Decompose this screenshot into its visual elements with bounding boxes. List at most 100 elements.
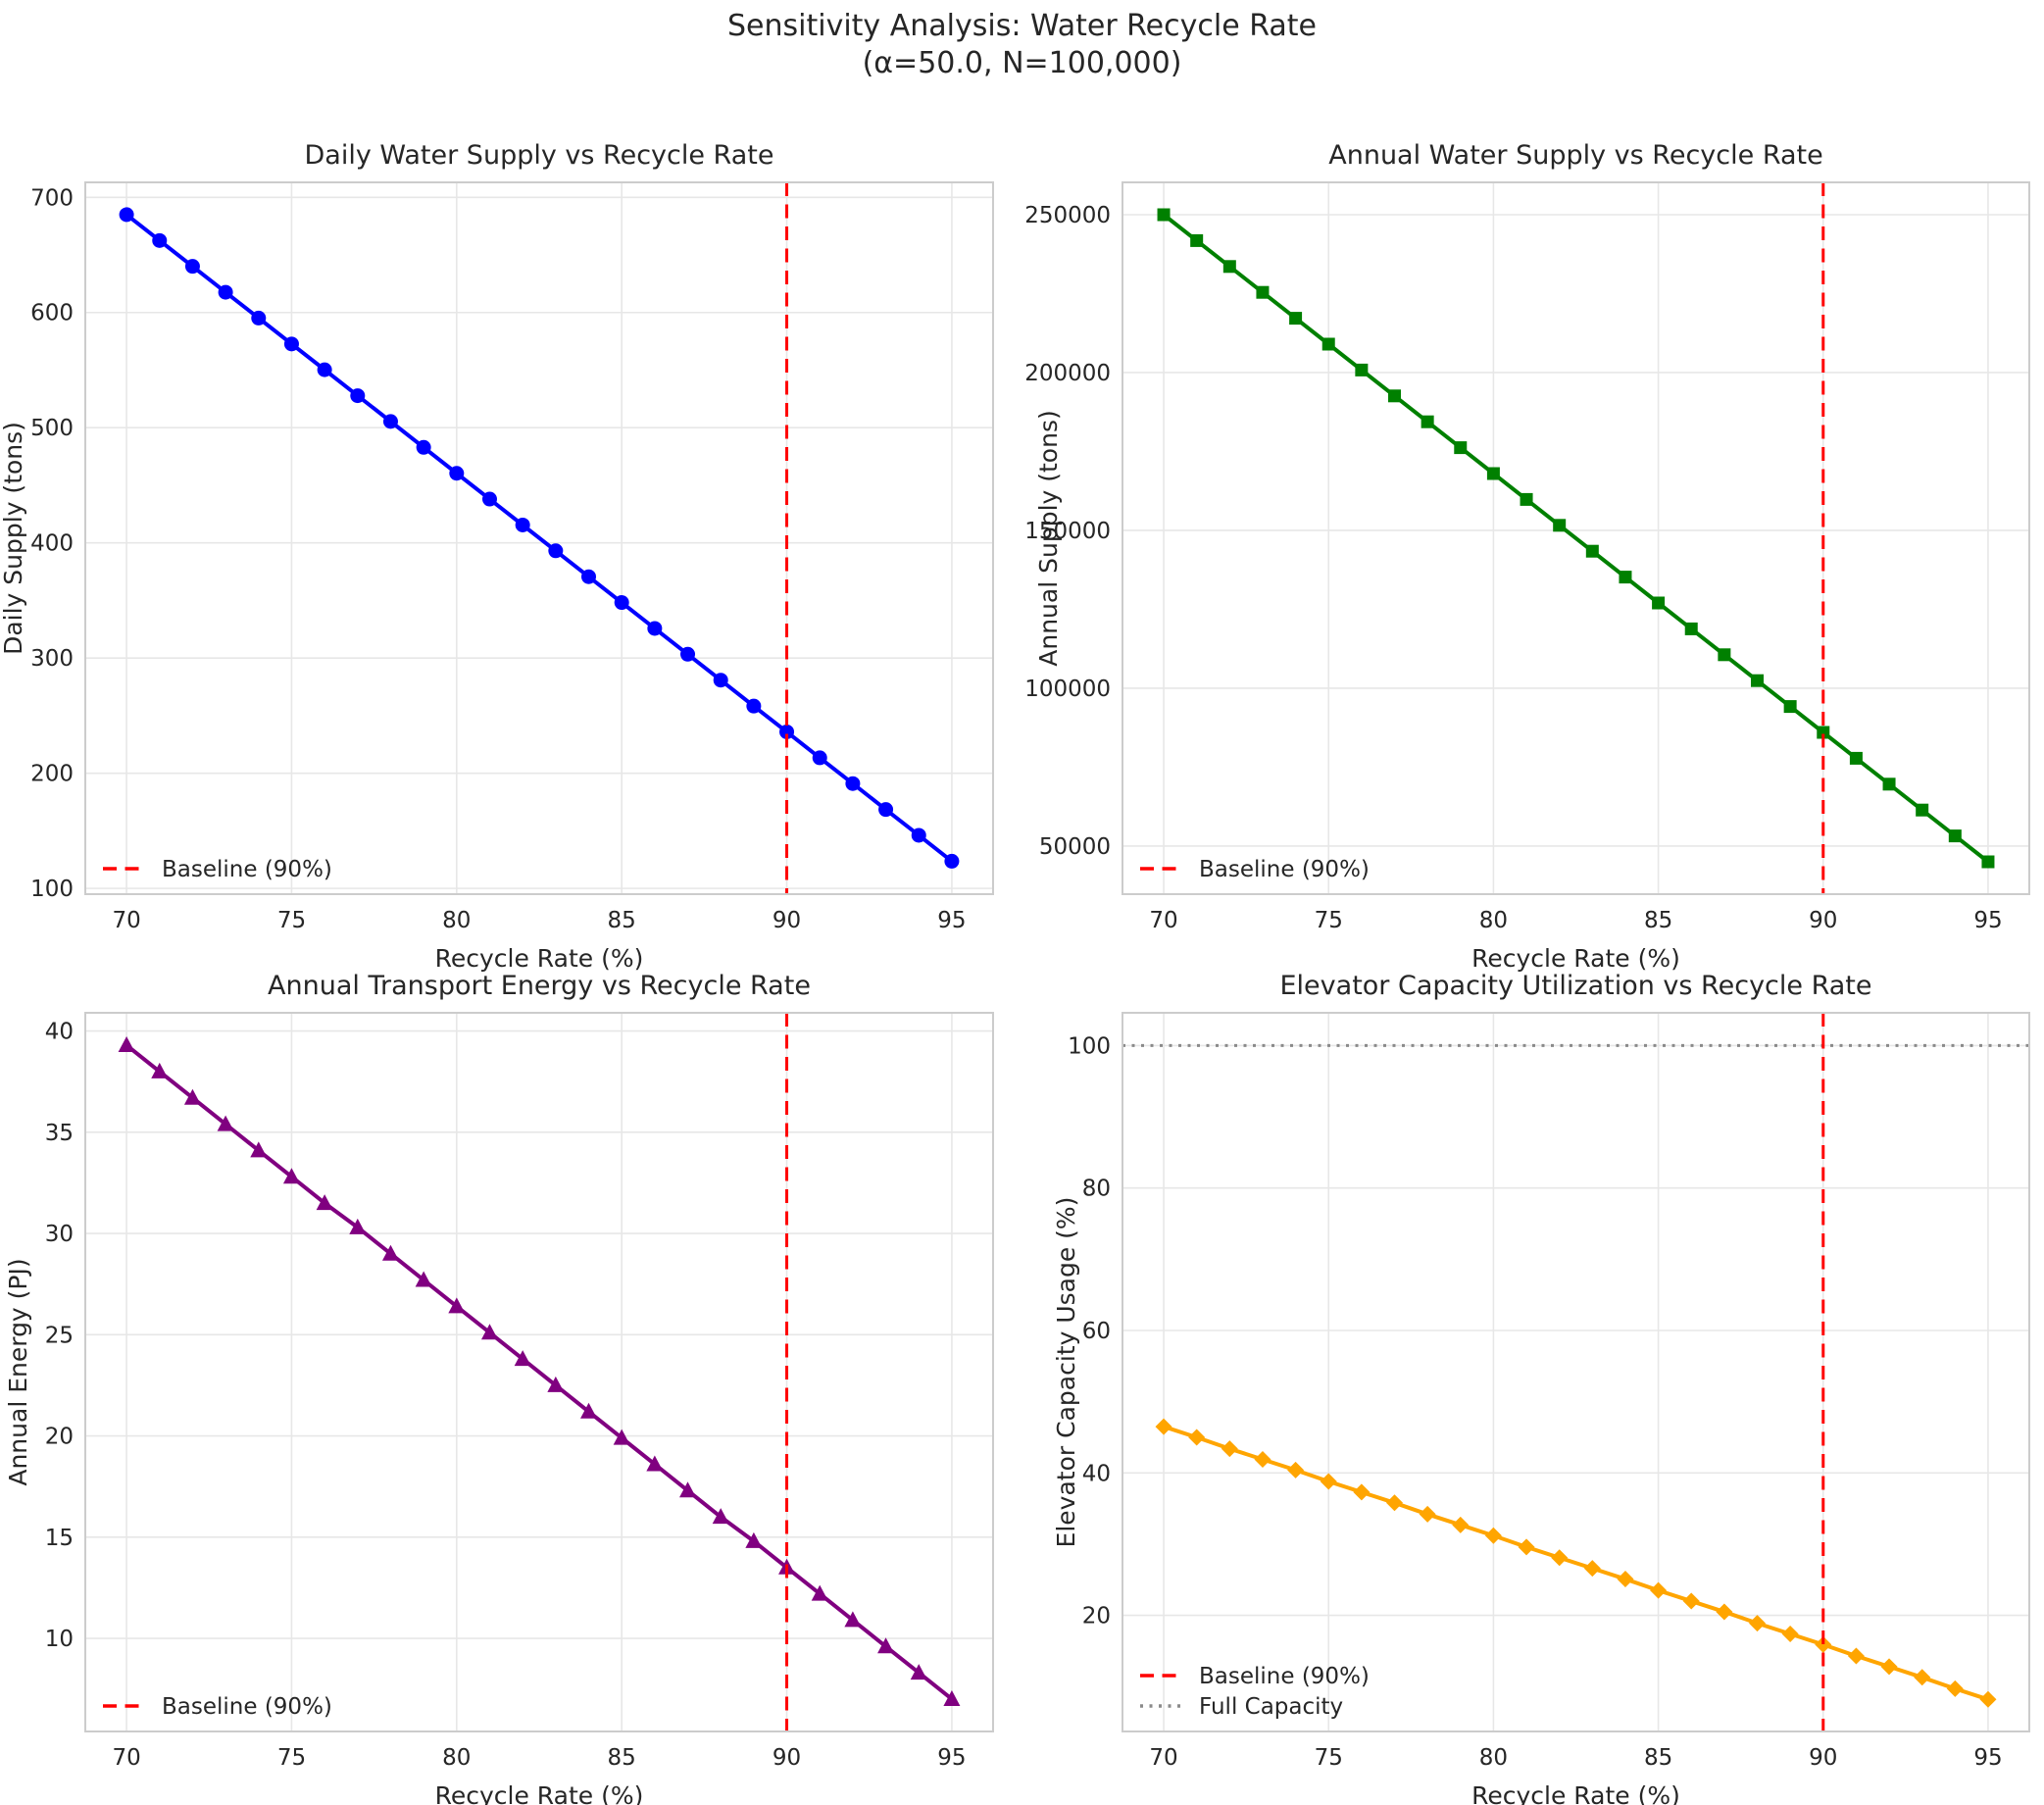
data-point (1650, 1581, 1668, 1599)
grid (85, 182, 993, 894)
x-tick-label: 80 (1479, 1745, 1508, 1771)
data-point (679, 1481, 697, 1498)
data-point (250, 1141, 268, 1158)
data-point (1946, 1680, 1964, 1697)
plot-area (1122, 1013, 2029, 1731)
tick-labels: 70 75 80 85 90 95 100 200 300 400 500 600 700 (30, 185, 966, 933)
data-point (1486, 467, 1500, 480)
y-tick-label: 25 (45, 1323, 74, 1348)
data-point (217, 1115, 234, 1131)
y-tick-label: 30 (45, 1222, 74, 1247)
tick-labels: 70 75 80 85 90 95 50000 100000 150000 200000 25000… (1024, 203, 2002, 933)
x-axis-label: Recycle Rate (%) (1471, 1781, 1680, 1805)
x-tick-label: 75 (277, 1745, 306, 1771)
data-point (1979, 1690, 1997, 1708)
x-tick-label: 70 (112, 1745, 140, 1771)
data-point (481, 491, 497, 507)
data-point (1287, 1461, 1305, 1479)
data-point (1484, 1527, 1502, 1544)
data-point (218, 284, 233, 300)
data-point (1882, 777, 1896, 791)
data-point (118, 1036, 135, 1053)
data-point (1222, 260, 1236, 274)
data-point (1553, 519, 1567, 532)
data-point (152, 232, 168, 248)
series-elevator-capacity-utilization (1155, 1418, 1997, 1708)
data-point (1188, 1429, 1206, 1446)
x-tick-label: 95 (937, 1745, 966, 1771)
data-point (1847, 1647, 1865, 1665)
y-tick-label: 700 (30, 185, 74, 211)
data-point (1320, 1473, 1337, 1490)
y-tick-label: 15 (45, 1526, 74, 1551)
y-tick-label: 100 (1068, 1033, 1111, 1059)
data-point (1155, 1418, 1172, 1435)
data-point (381, 1244, 399, 1261)
y-tick-label: 50000 (1039, 834, 1111, 860)
data-point (282, 1168, 300, 1184)
x-tick-label: 70 (112, 908, 140, 933)
y-tick-label: 60 (1082, 1319, 1111, 1344)
data-point (845, 776, 861, 791)
data-point (1518, 1538, 1535, 1556)
data-point (184, 259, 200, 275)
data-point (183, 1088, 201, 1105)
series-annual-water-supply (1157, 208, 1995, 869)
x-tick-label: 70 (1149, 908, 1177, 933)
y-tick-label: 200000 (1024, 361, 1111, 386)
data-point (382, 414, 398, 429)
legend: Baseline (90%) (103, 857, 332, 882)
x-tick-label: 85 (1644, 1745, 1672, 1771)
data-point (283, 336, 299, 352)
axes-spines (1122, 181, 2030, 895)
x-tick-label: 85 (1644, 908, 1672, 933)
data-point (1684, 622, 1698, 635)
data-point (449, 466, 465, 481)
data-point (1321, 337, 1335, 351)
series-annual-transport-energy (118, 1036, 961, 1706)
x-tick-label: 85 (608, 908, 636, 933)
figure-title-line1: Sensitivity Analysis: Water Recycle Rate (727, 9, 1317, 43)
series-daily-water-supply (119, 207, 960, 869)
legend-label: Baseline (90%) (162, 1694, 332, 1720)
data-point (1880, 1658, 1898, 1676)
data-point (943, 1689, 961, 1706)
data-point (1551, 1549, 1569, 1567)
x-tick-label: 90 (1809, 908, 1837, 933)
x-axis-label: Recycle Rate (%) (1471, 944, 1680, 973)
x-axis-label: Recycle Rate (%) (435, 1781, 644, 1805)
data-point (1386, 1494, 1403, 1512)
x-tick-label: 80 (442, 908, 471, 933)
x-tick-label: 95 (1973, 908, 2002, 933)
data-point (316, 1194, 333, 1211)
data-point (1254, 1450, 1271, 1468)
data-point (1388, 389, 1401, 403)
data-point (811, 1584, 828, 1601)
data-point (877, 1637, 895, 1654)
data-point (1783, 700, 1797, 714)
subplot-annual-water-supply: 70 75 80 85 90 95 50000 100000 150000 200000 25000… (1024, 140, 2030, 973)
axes-spines (1122, 1012, 2030, 1732)
data-point (1749, 1615, 1766, 1632)
data-point (581, 569, 597, 584)
data-point (1619, 571, 1632, 584)
subplot-title: Daily Water Supply vs Recycle Rate (305, 140, 774, 171)
tick-labels: 70 75 80 85 90 95 20 40 60 80 100 (1068, 1033, 2003, 1771)
subplot-title: Elevator Capacity Utilization vs Recycle… (1280, 971, 1872, 1001)
data-point (1190, 233, 1204, 247)
y-tick-label: 150000 (1024, 519, 1111, 544)
data-point (878, 802, 894, 818)
data-point (1617, 1571, 1634, 1588)
data-point (614, 595, 629, 611)
data-point (1256, 285, 1270, 299)
y-tick-label: 600 (30, 301, 74, 326)
x-axis-label: Recycle Rate (%) (435, 944, 644, 973)
subplot-daily-water-supply: 70 75 80 85 90 95 100 200 300 400 500 600 700 Daily W… (0, 140, 994, 973)
data-point (1948, 829, 1962, 843)
data-point (317, 362, 332, 377)
figure-title-line2: (α=50.0, N=100,000) (862, 45, 1182, 80)
x-tick-label: 75 (1315, 1745, 1343, 1771)
data-point (1157, 208, 1171, 222)
data-point (1585, 544, 1599, 558)
